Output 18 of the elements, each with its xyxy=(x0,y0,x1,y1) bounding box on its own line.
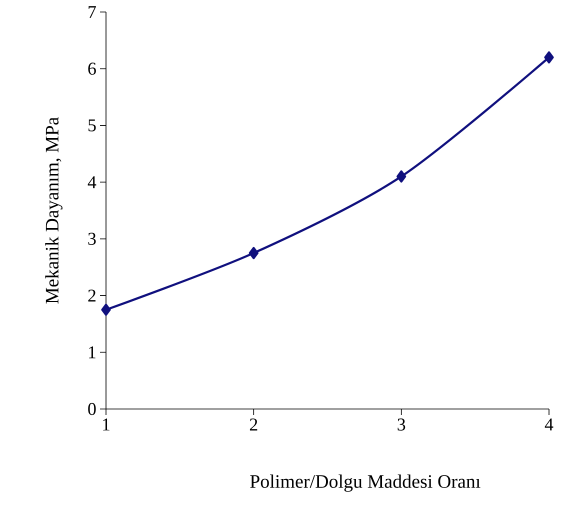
point xyxy=(101,304,111,316)
y-tick-label: 0 xyxy=(88,402,96,416)
point xyxy=(396,170,406,183)
y-tick-label: 6 xyxy=(88,62,96,75)
x-tick-label: 3 xyxy=(398,418,406,431)
x-axis-title: Polimer/Dolgu Maddesi Oranı xyxy=(250,474,480,492)
y-tick-label: 1 xyxy=(89,346,96,358)
x-tick-label: 1 xyxy=(103,418,110,430)
point xyxy=(544,51,554,64)
y-tick-label: 3 xyxy=(88,232,96,245)
y-tick-label: 7 xyxy=(88,6,96,18)
y-tick-label: 5 xyxy=(88,119,96,132)
x-tick-label: 4 xyxy=(544,418,554,430)
point xyxy=(248,246,259,260)
y-tick-label: 4 xyxy=(88,176,96,188)
y-axis-title: Mekanik Dayanım, MPa xyxy=(45,117,62,304)
x-tick-label: 2 xyxy=(250,418,258,430)
y-tick-label: 2 xyxy=(88,290,96,302)
